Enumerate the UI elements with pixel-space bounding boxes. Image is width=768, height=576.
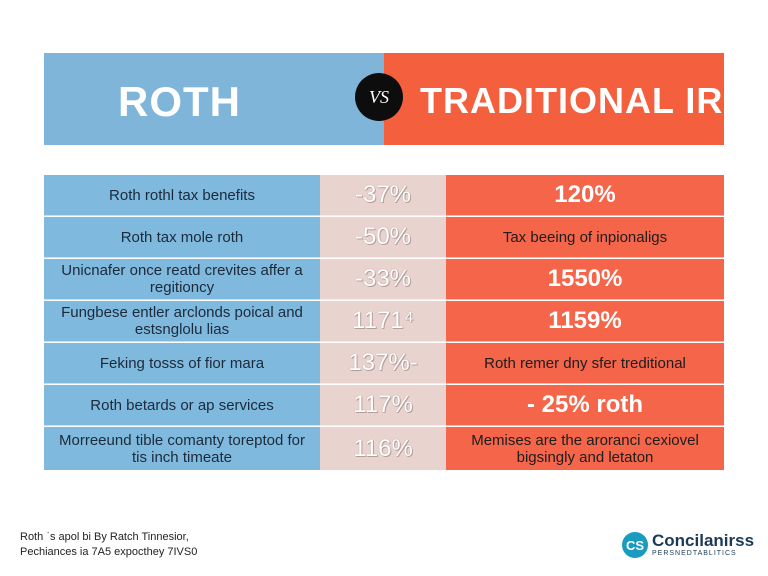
roth-feature-cell: Roth tax mole roth (44, 217, 320, 258)
roth-feature-cell: Fungbese entler arclonds poical and ests… (44, 301, 320, 342)
traditional-value-cell: Roth remer dny sfer treditional (446, 343, 724, 384)
footer-line-1: Roth ˈs apol bi By Ratch Tinnesior, (20, 531, 189, 543)
table-row: Fungbese entler arclonds poical and ests… (44, 301, 724, 343)
logo-subtitle: PERSNEDTABLITICS (652, 550, 737, 557)
roth-value-cell: -50% (320, 217, 446, 258)
roth-title: ROTH (118, 78, 241, 125)
roth-header (44, 53, 384, 145)
table-row: Morreeund tible comanty toreptod for tis… (44, 427, 724, 470)
roth-value-cell: 1171⁴ (320, 301, 446, 342)
roth-value-cell: 116% (320, 427, 446, 470)
footer-line-2: Pechiances ia 7A5 expocthey 7IVS0 (20, 546, 198, 558)
roth-feature-cell: Roth rothl tax benefits (44, 175, 320, 216)
traditional-value-cell: 1159% (446, 301, 724, 342)
roth-feature-cell: Feking tosss of fior mara (44, 343, 320, 384)
roth-feature-cell: Unicnafer once reatd crevites affer a re… (44, 259, 320, 300)
vs-badge: VS (355, 73, 403, 121)
roth-feature-cell: Roth betards or ap services (44, 385, 320, 426)
table-row: Unicnafer once reatd crevites affer a re… (44, 259, 724, 301)
table-row: Feking tosss of fior mara 137%- Roth rem… (44, 343, 724, 385)
comparison-table: Roth rothl tax benefits -37% 120% Roth t… (44, 175, 724, 470)
roth-value-cell: -33% (320, 259, 446, 300)
traditional-value-cell: - 25% roth (446, 385, 724, 426)
roth-feature-cell: Morreeund tible comanty toreptod for tis… (44, 427, 320, 470)
traditional-ira-title: TRADITIONAL IRA (420, 80, 751, 121)
traditional-value-cell: Tax beeing of inpionaligs (446, 217, 724, 258)
table-row: Roth betards or ap services 117% - 25% r… (44, 385, 724, 427)
traditional-value-cell: 1550% (446, 259, 724, 300)
traditional-value-cell: 120% (446, 175, 724, 216)
brand-logo: CS Concilanirss PERSNEDTABLITICS (622, 532, 754, 558)
traditional-ira-header (384, 53, 724, 145)
logo-icon: CS (622, 532, 648, 558)
footer-note: Roth ˈs apol bi By Ratch Tinnesior, Pech… (20, 530, 197, 560)
roth-value-cell: 117% (320, 385, 446, 426)
roth-value-cell: -37% (320, 175, 446, 216)
logo-name: Concilanirss (652, 531, 755, 550)
roth-value-cell: 137%- (320, 343, 446, 384)
table-row: Roth tax mole roth -50% Tax beeing of in… (44, 217, 724, 259)
table-row: Roth rothl tax benefits -37% 120% (44, 175, 724, 217)
traditional-value-cell: Memises are the aroranci cexiovel bigsin… (446, 427, 724, 470)
